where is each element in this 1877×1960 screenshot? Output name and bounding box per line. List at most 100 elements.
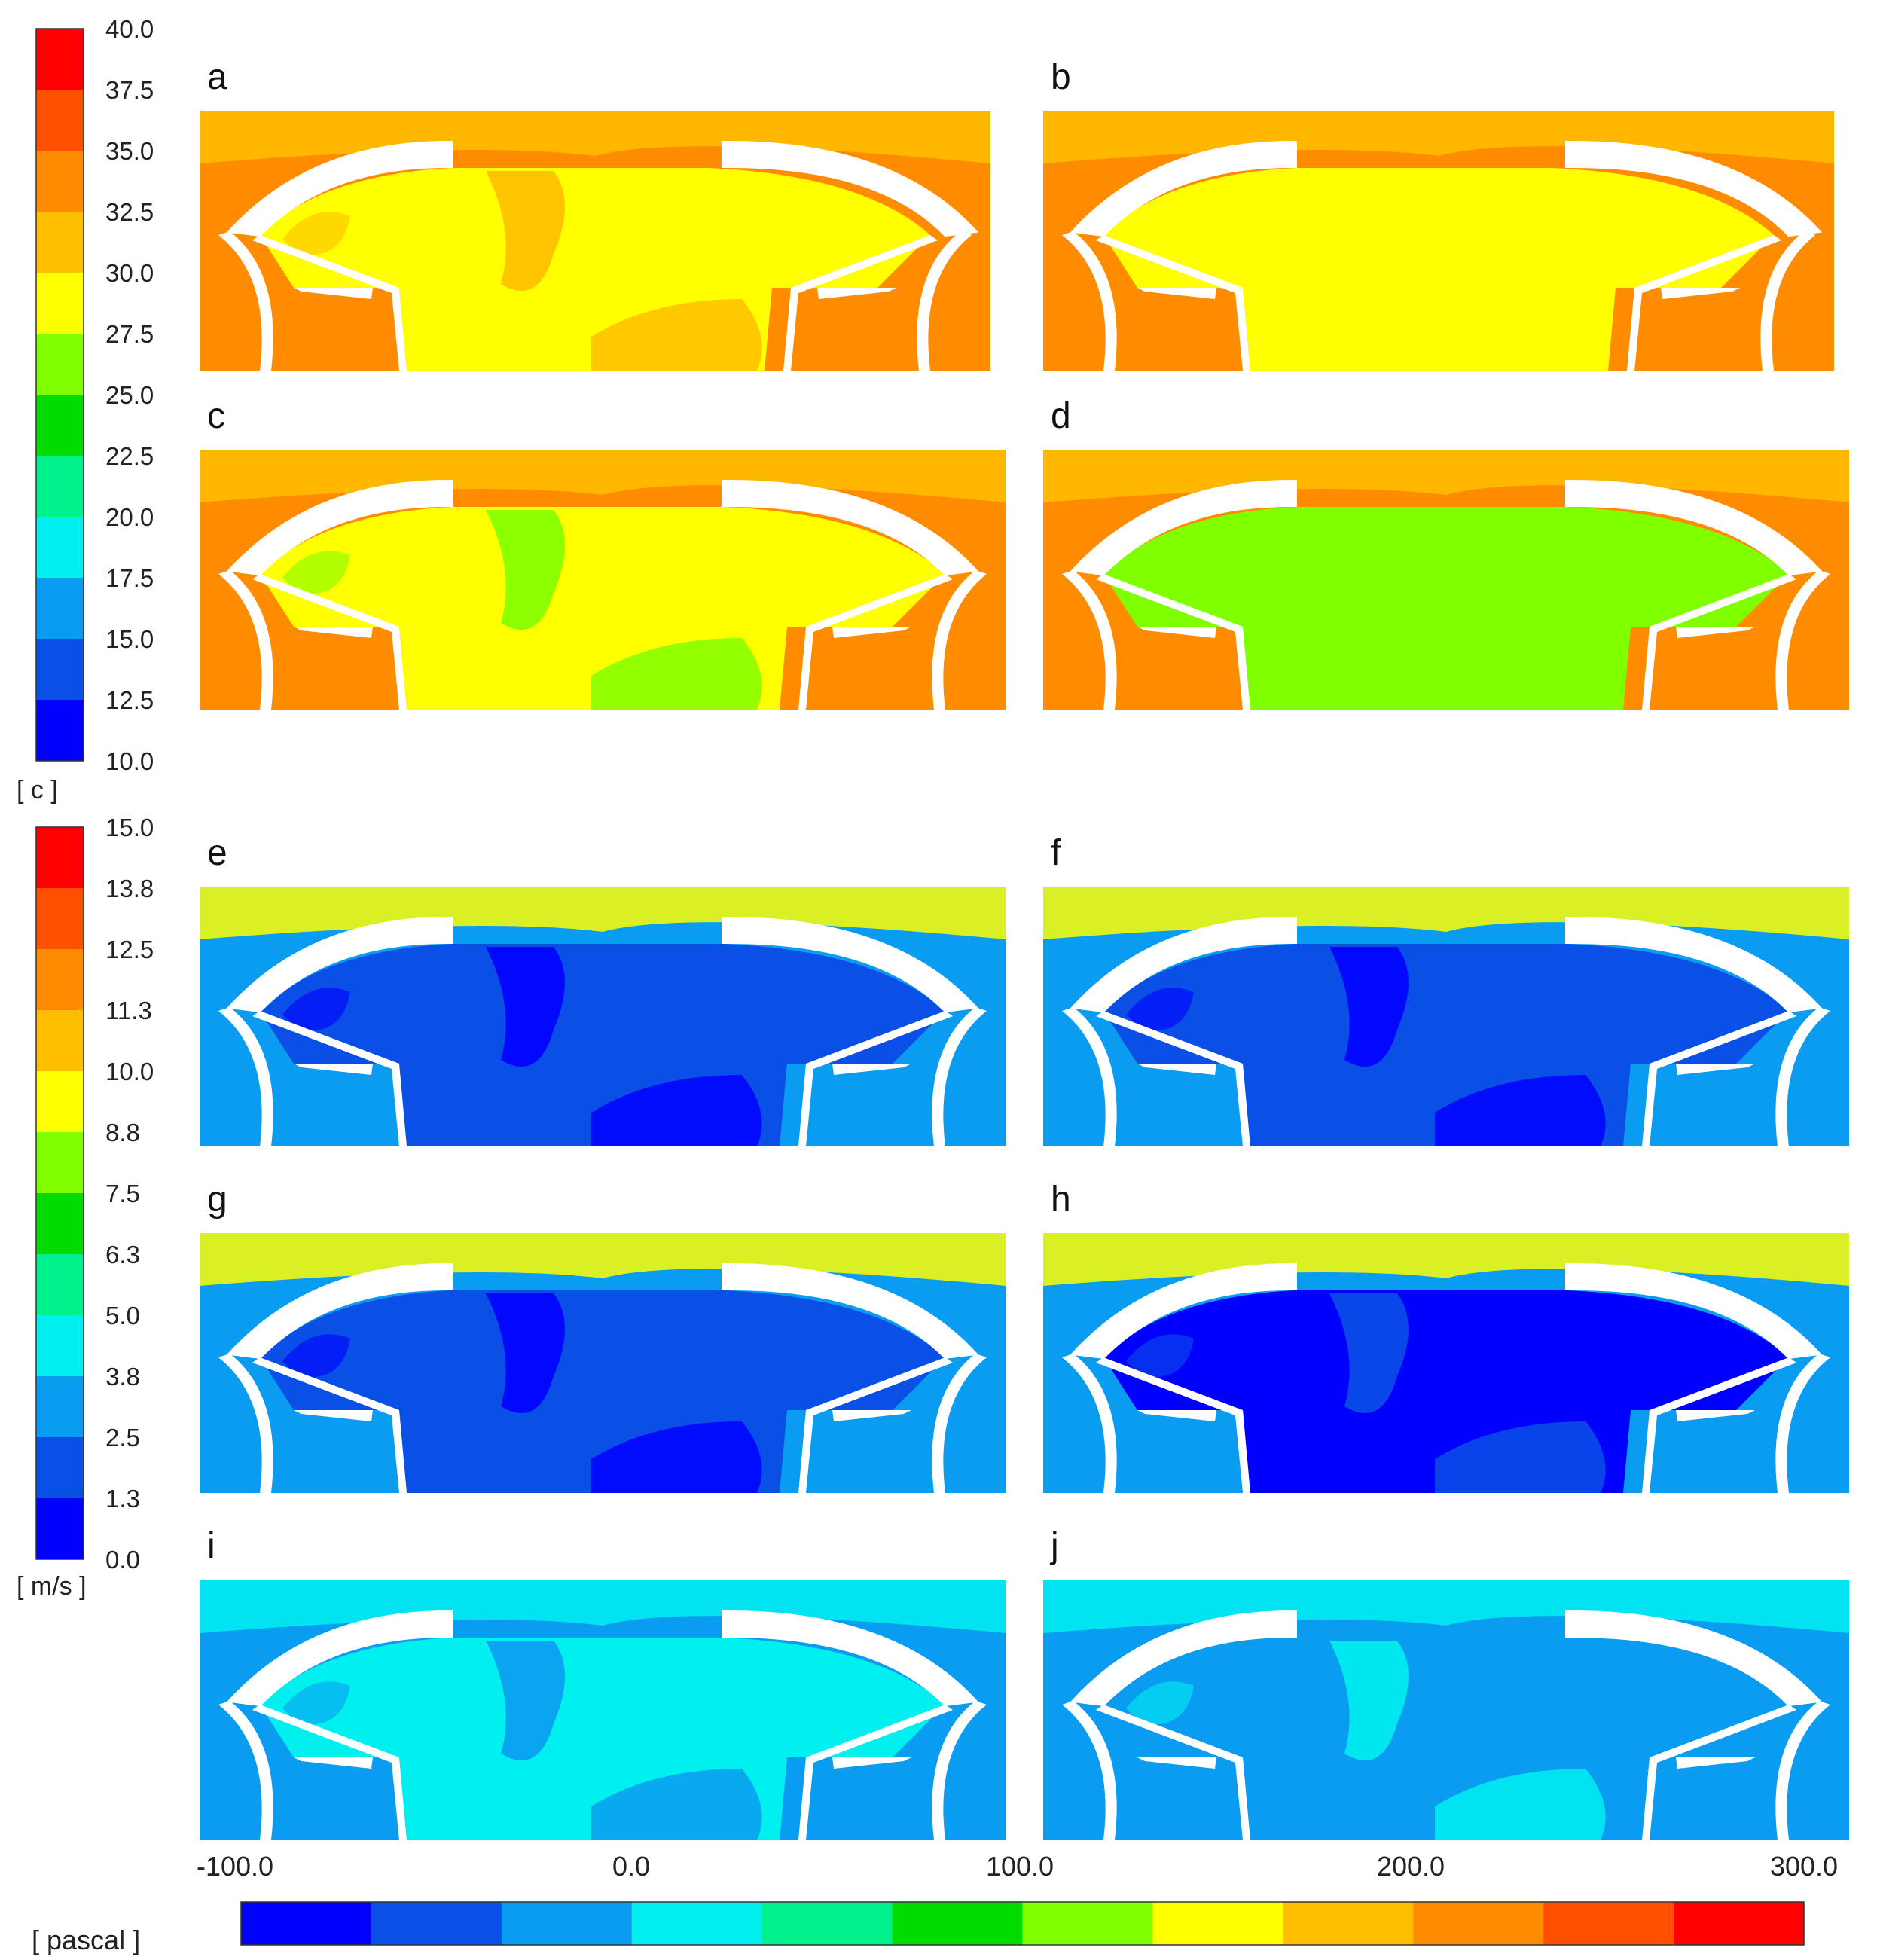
interior-region — [1103, 507, 1789, 710]
interior-region — [260, 944, 945, 1146]
flow-structure — [1329, 1293, 1409, 1413]
lower-wall — [798, 1705, 953, 1840]
colorbar-swatch — [241, 1902, 372, 1945]
colorbar-swatch — [36, 1376, 84, 1438]
colorbar-tick-label: 200.0 — [1377, 1851, 1445, 1882]
colorbar-swatch — [36, 1132, 84, 1194]
velocity-colorbar-ticks: 15.0 13.8 12.5 11.3 10.0 8.8 7.5 6.3 5.0 3.8 2.5 1.… — [105, 814, 154, 1574]
colorbar-swatch — [371, 1902, 502, 1945]
colorbar-swatch — [1674, 1902, 1805, 1945]
colorbar-swatch — [36, 1437, 84, 1499]
panel-c — [200, 450, 1006, 710]
ledge — [832, 1410, 911, 1421]
roof-shell — [1070, 140, 1297, 237]
colorbar-tick-label: 10.0 — [105, 1058, 154, 1085]
panel-f — [1043, 887, 1849, 1146]
ledge — [832, 1757, 911, 1769]
flow-structure — [591, 1421, 762, 1493]
side-wall — [1062, 1701, 1117, 1840]
side-wall — [1775, 1354, 1830, 1493]
interior-region — [1103, 944, 1789, 1146]
colorbar-tick-label: 22.5 — [105, 442, 154, 470]
colorbar-swatch — [36, 151, 84, 212]
colorbar-swatch — [1022, 1902, 1153, 1945]
ledge — [1676, 1410, 1755, 1421]
colorbar-tick-label: 30.0 — [105, 259, 154, 287]
panel-h — [1043, 1233, 1849, 1493]
colorbar-tick-label: 32.5 — [105, 198, 154, 226]
lower-wall — [252, 235, 407, 371]
interior-region — [1103, 168, 1774, 371]
flow-structure — [1435, 1075, 1606, 1146]
roof-shell — [722, 916, 979, 1013]
colorbar-swatch — [892, 1902, 1023, 1945]
temperature-colorbar: 40.0 37.5 35.0 32.5 30.0 27.5 25.0 22.5 20.0 17.5… — [17, 15, 154, 804]
colorbar-tick-label: 37.5 — [105, 76, 154, 104]
colorbar-tick-label: 12.5 — [105, 936, 154, 963]
ledge — [294, 627, 373, 638]
ledge — [1676, 1757, 1755, 1769]
colorbar-swatch — [36, 1010, 84, 1072]
colorbar-swatch — [36, 578, 84, 640]
colorbar-swatch — [36, 1254, 84, 1316]
ledge — [1661, 288, 1740, 299]
side-wall — [218, 1354, 273, 1493]
panel-i — [200, 1580, 1006, 1840]
colorbar-tick-label: 13.8 — [105, 875, 154, 902]
ledge — [294, 288, 373, 299]
panel-label: j — [1049, 1526, 1059, 1566]
flow-structure — [282, 1334, 350, 1378]
panel-label: g — [207, 1180, 227, 1220]
roof-shell — [226, 916, 453, 1013]
ledge — [294, 1064, 373, 1075]
colorbar-swatch — [36, 29, 84, 90]
roof-shell — [1565, 140, 1823, 237]
ledge — [294, 1757, 373, 1769]
colorbar-swatch — [36, 888, 84, 950]
temperature-colorbar-swatches — [35, 28, 84, 762]
panel-b — [1043, 111, 1834, 371]
colorbar-swatch — [36, 212, 84, 273]
roof-shell — [1565, 1262, 1823, 1360]
colorbar-tick-label: 15.0 — [105, 814, 154, 841]
flow-structure — [1126, 988, 1194, 1031]
side-wall — [1062, 570, 1117, 710]
side-wall — [1775, 570, 1830, 710]
colorbar-tick-label: 100.0 — [986, 1851, 1054, 1882]
colorbar-tick-label: 0.0 — [105, 1546, 140, 1574]
colorbar-tick-label: 2.5 — [105, 1424, 140, 1452]
flow-structure — [1329, 510, 1409, 630]
lower-wall — [798, 1011, 953, 1146]
ledge — [1137, 288, 1216, 299]
panel-label: d — [1051, 396, 1071, 436]
lower-wall — [1096, 574, 1250, 710]
ledge — [294, 1410, 373, 1421]
colorbar-tick-label: 40.0 — [105, 15, 154, 43]
roof-shell — [226, 1610, 453, 1707]
flow-structure — [1329, 947, 1409, 1067]
colorbar-tick-label: 0.0 — [612, 1851, 650, 1882]
lower-wall — [798, 574, 953, 710]
colorbar-tick-label: 8.8 — [105, 1119, 140, 1146]
colorbar-tick-label: 12.5 — [105, 686, 154, 714]
side-wall — [218, 1007, 273, 1146]
flow-structure — [591, 1075, 762, 1146]
flow-structure — [1126, 1681, 1194, 1725]
colorbar-swatch — [36, 1193, 84, 1255]
colorbar-swatch — [36, 1071, 84, 1133]
side-wall — [1775, 1701, 1830, 1840]
colorbar-swatch — [36, 639, 84, 701]
flow-structure — [486, 171, 565, 291]
roof-shell — [226, 1262, 453, 1360]
colorbar-swatch — [631, 1902, 763, 1945]
flow-structure — [486, 1641, 565, 1760]
side-wall — [932, 1354, 987, 1493]
colorbar-tick-label: 11.3 — [105, 997, 152, 1024]
colorbar-swatch — [1152, 1902, 1283, 1945]
colorbar-tick-label: 15.0 — [105, 625, 154, 653]
flow-structure — [486, 1293, 565, 1413]
colorbar-tick-label: 300.0 — [1770, 1851, 1838, 1882]
side-wall — [1062, 231, 1117, 371]
roof-shell — [722, 479, 979, 576]
flow-structure — [591, 638, 762, 710]
